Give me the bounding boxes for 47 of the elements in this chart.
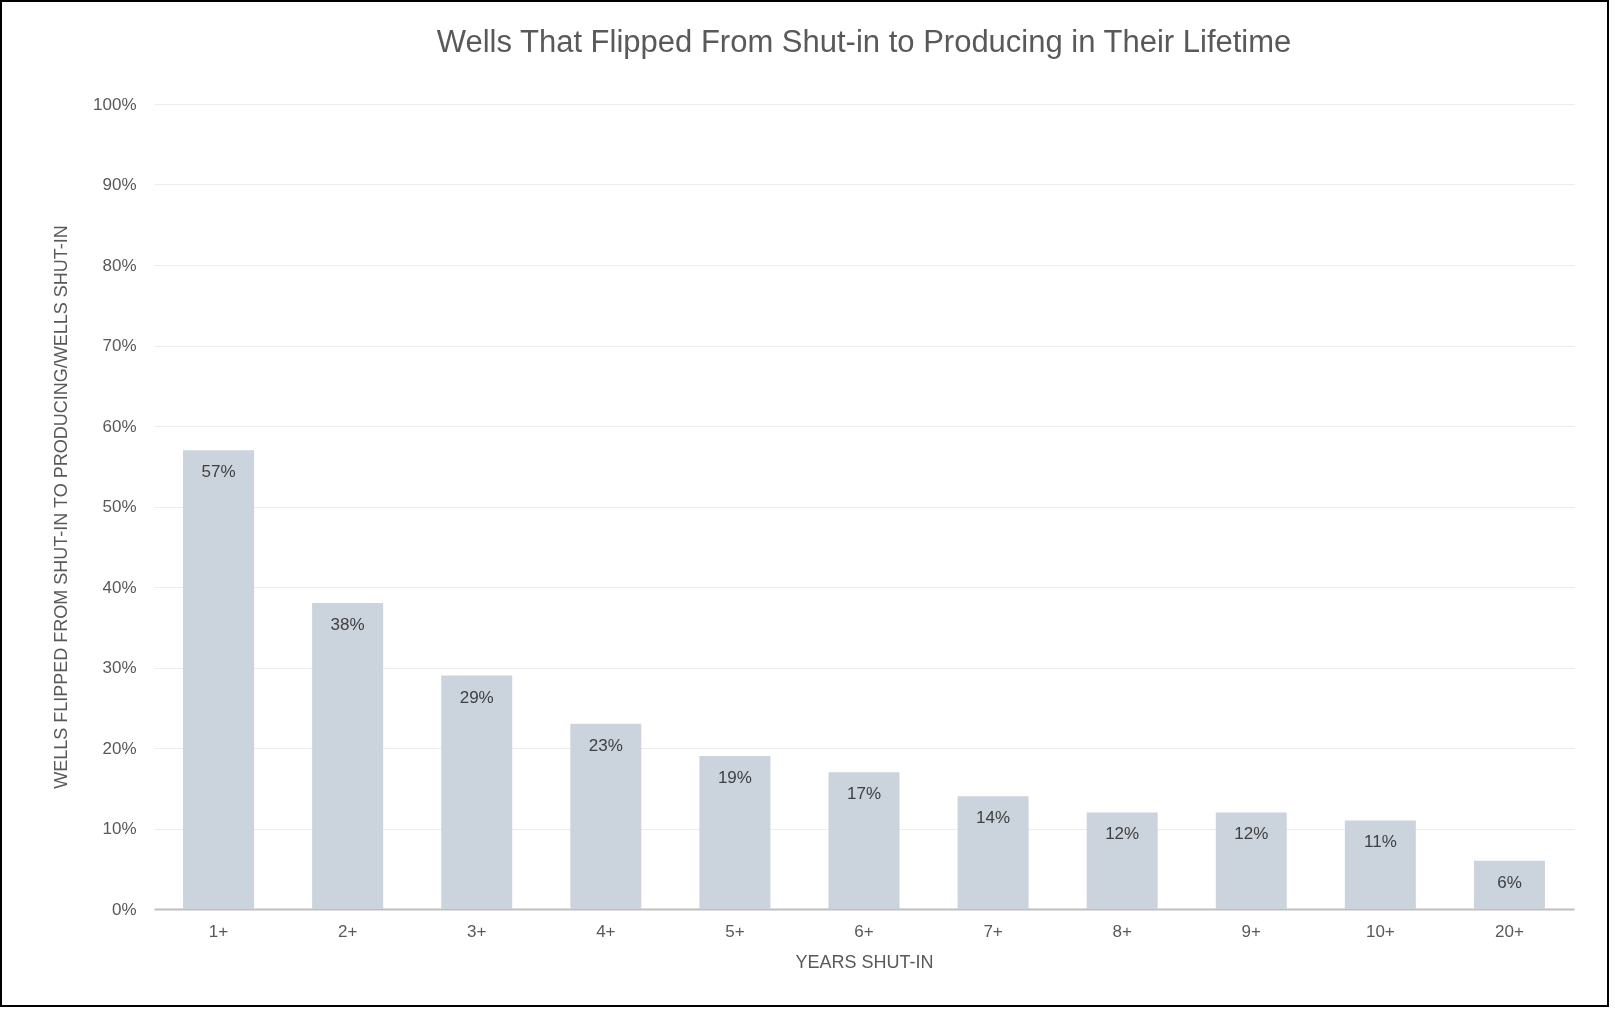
bar	[1086, 812, 1158, 909]
x-tick-label: 3+	[467, 921, 487, 941]
bar	[828, 772, 900, 909]
y-tick-label: 80%	[102, 255, 137, 275]
x-tick-label: 20+	[1495, 921, 1524, 941]
x-tick-label: 4+	[596, 921, 616, 941]
bar	[1344, 820, 1416, 909]
y-tick-label: 90%	[102, 175, 137, 194]
x-tick-label: 7+	[983, 921, 1003, 941]
y-tick-label: 30%	[102, 658, 137, 677]
chart-title: Wells That Flipped From Shut-in to Producing in Their Lifetime	[436, 24, 1292, 59]
x-tick-label: 1+	[208, 921, 229, 941]
data-label: 12%	[1234, 824, 1269, 844]
bar	[312, 603, 384, 909]
y-tick-label: 60%	[102, 416, 137, 436]
x-tick-label: 6+	[854, 921, 874, 941]
data-label: 29%	[459, 687, 494, 707]
data-label: 17%	[846, 784, 882, 804]
x-tick-label: 2+	[337, 921, 358, 941]
y-tick-label: 0%	[111, 899, 137, 919]
data-label: 23%	[588, 735, 623, 755]
bar	[441, 675, 513, 909]
bar	[183, 450, 255, 909]
y-tick-label: 10%	[102, 819, 137, 838]
x-axis-title: YEARS SHUT-IN	[795, 951, 934, 972]
x-tick-label: 10+	[1365, 921, 1395, 941]
y-tick-label: 50%	[102, 497, 137, 516]
x-tick-label: 9+	[1241, 921, 1262, 941]
bar	[1215, 812, 1287, 909]
x-tick-label: 8+	[1112, 921, 1132, 941]
data-label: 19%	[717, 768, 752, 788]
x-tick-label: 5+	[725, 921, 745, 941]
y-tick-label: 100%	[93, 94, 137, 114]
data-label: 11%	[1363, 832, 1397, 852]
y-axis-title: WELLS FLIPPED FROM SHUT-IN TO PRODUCING/WELLS SHUT-IN	[51, 225, 72, 789]
data-label: 12%	[1105, 824, 1140, 844]
y-tick-label: 70%	[102, 336, 137, 355]
data-label: 14%	[976, 808, 1011, 828]
bar	[570, 723, 642, 909]
bar	[699, 756, 771, 909]
bar	[1473, 860, 1545, 909]
data-label: 38%	[330, 615, 365, 635]
y-tick-label: 40%	[102, 577, 137, 597]
bar	[957, 796, 1029, 909]
data-label: 57%	[201, 462, 236, 482]
y-tick-label: 20%	[102, 738, 137, 758]
data-label: 6%	[1497, 872, 1522, 892]
